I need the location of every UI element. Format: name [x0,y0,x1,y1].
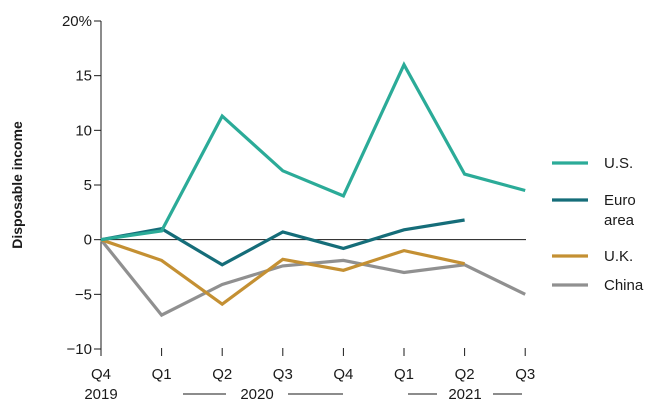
y-tick-label: 10 [75,122,92,139]
y-tick-label: 5 [84,177,92,194]
year-label-2021: 2021 [448,386,481,403]
year-label-2020: 2020 [240,386,273,403]
legend: U.S. Euro area U.K. China [552,155,644,294]
y-tick-label: −10 [67,341,92,358]
x-tick-label: Q1 [394,366,414,383]
series-line-u-k [100,238,465,307]
x-tick-label: Q1 [152,366,172,383]
series-line-china [99,238,526,318]
y-tick-label: 15 [75,68,92,85]
x-tick-label: Q2 [455,366,475,383]
legend-label-euro-area: Euro [604,192,636,209]
x-tick-label: Q4 [91,366,111,383]
legend-label-china: China [604,277,644,294]
series-lines [99,61,526,318]
x-tick-label: Q4 [333,366,353,383]
series-line-u-s [100,61,526,242]
year-label-2019: 2019 [84,386,117,403]
x-axis: Q4 Q1 Q2 Q3 Q4 Q1 Q2 Q3 2019 2020 2021 [84,348,535,403]
legend-label-u-k: U.K. [604,248,633,265]
y-axis-ticks: −10 −5 0 5 10 15 20% [62,13,102,358]
legend-label-u-s: U.S. [604,155,633,172]
x-tick-label: Q2 [212,366,232,383]
y-tick-label: 20% [62,13,92,30]
y-tick-label: 0 [84,232,92,249]
x-tick-label: Q3 [515,366,535,383]
x-tick-label: Q3 [273,366,293,383]
y-axis-label: Disposable income [9,121,25,249]
legend-label-euro-area: area [604,212,635,229]
y-tick-label: −5 [75,286,92,303]
